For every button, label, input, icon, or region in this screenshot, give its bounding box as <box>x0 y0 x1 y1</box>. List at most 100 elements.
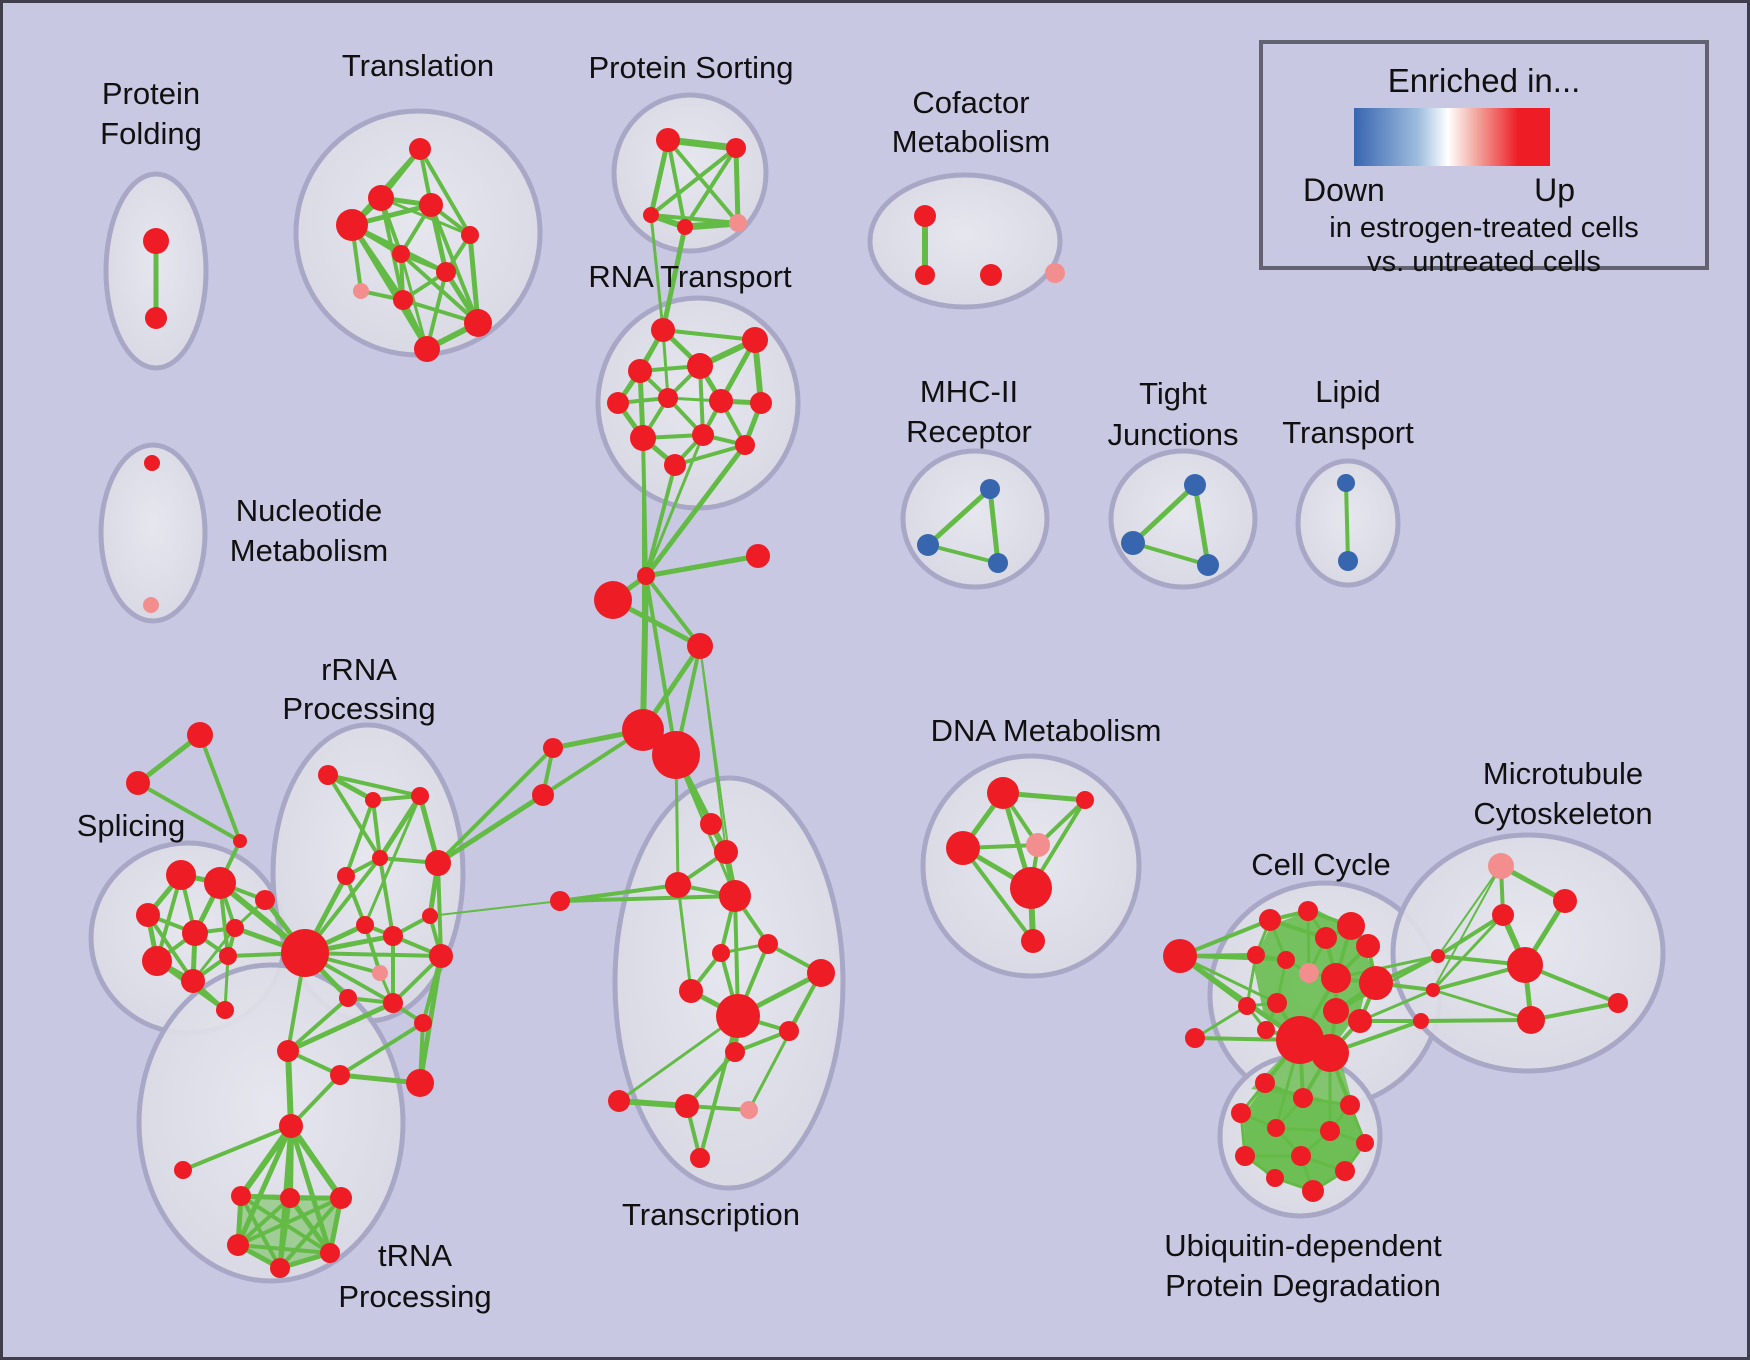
node-ps3 <box>643 207 659 223</box>
edge <box>326 773 422 798</box>
node-l1 <box>543 738 563 758</box>
cluster-label-protein-sorting: Protein Sorting <box>588 50 793 85</box>
node-cc2 <box>1298 901 1318 921</box>
node-r2 <box>365 792 381 808</box>
node-tr4 <box>719 880 751 912</box>
edge <box>644 574 678 757</box>
node-cf2 <box>915 265 935 285</box>
edge <box>288 1123 333 1256</box>
node-c4 <box>687 633 713 659</box>
edge <box>643 553 761 579</box>
edge <box>1178 954 1279 1005</box>
node-tr11 <box>725 1042 745 1062</box>
cluster-label-cell-cycle: Cell Cycle <box>1251 847 1391 882</box>
node-tri2 <box>126 771 150 795</box>
cluster-label-rna-transport: RNA Transport <box>588 259 792 294</box>
node-tr10 <box>779 1021 799 1041</box>
node-b2 <box>330 1065 350 1085</box>
edge <box>1529 1001 1620 1022</box>
cluster-label-protein-folding: Protein Folding <box>100 76 202 151</box>
node-rt2 <box>742 327 768 353</box>
edge <box>378 856 395 938</box>
node-sp7 <box>142 946 172 976</box>
edge <box>1358 988 1435 1023</box>
edge <box>236 1243 332 1255</box>
edge <box>733 145 741 226</box>
cluster-ellipse-mhc-ii-receptor <box>900 448 1050 590</box>
edge <box>685 1050 737 1108</box>
edge <box>278 1196 292 1270</box>
edge <box>1177 953 1303 1043</box>
cluster-label-transcription: Transcription <box>622 1197 800 1232</box>
edge <box>648 137 671 218</box>
edge <box>235 1123 294 1248</box>
edge <box>286 996 350 1053</box>
edge <box>435 792 546 866</box>
edge <box>136 781 242 843</box>
node-c3 <box>594 581 632 619</box>
cluster-labels: Protein Folding Translation Protein Sorting… <box>77 48 1653 1314</box>
node-tn4 <box>280 1188 300 1208</box>
node-r10 <box>429 944 453 968</box>
node-tn6 <box>227 1234 249 1256</box>
node-d6 <box>1021 929 1045 953</box>
edge <box>661 328 757 342</box>
edge <box>377 793 423 861</box>
node-sp8 <box>181 969 205 993</box>
edge <box>1192 482 1211 568</box>
node-cco1 <box>1163 939 1197 973</box>
edge <box>198 733 242 843</box>
node-m3 <box>988 553 1008 573</box>
node-d3 <box>1026 833 1050 857</box>
node-cc10 <box>1359 966 1393 1000</box>
edge <box>617 1014 740 1103</box>
node-h2 <box>652 731 700 779</box>
node-u3 <box>1340 1095 1360 1115</box>
cluster-ellipse-tight-junctions <box>1108 448 1258 590</box>
cluster-label-lipid-transport: Lipid Transport <box>1282 374 1414 450</box>
edge <box>1344 481 1350 563</box>
edge <box>1178 954 1288 962</box>
edge <box>747 971 823 1112</box>
edge <box>1131 541 1210 567</box>
node-t3 <box>419 193 443 217</box>
node-h1 <box>622 709 664 751</box>
node-t8 <box>353 283 369 299</box>
node-rt3 <box>628 359 652 383</box>
node-tr7 <box>807 959 835 987</box>
node-rt11 <box>735 435 755 455</box>
node-rt1 <box>651 318 675 342</box>
node-ps5 <box>729 214 747 232</box>
node-ps2 <box>726 138 746 158</box>
edge <box>1436 913 1505 958</box>
edge <box>338 1021 425 1077</box>
node-u7 <box>1356 1134 1374 1152</box>
cluster-label-tight-junctions: Tight Junctions <box>1108 376 1239 452</box>
node-tri3 <box>233 834 247 848</box>
edge <box>926 543 1000 565</box>
nodes <box>126 128 1628 1278</box>
cluster-ellipse-nucleotide-metabolism <box>98 442 208 624</box>
node-cc12 <box>1267 993 1287 1013</box>
node-cc1 <box>1259 909 1281 931</box>
node-t10 <box>464 309 492 337</box>
edge <box>285 1000 396 1054</box>
edge <box>649 213 665 332</box>
node-sp2 <box>204 867 236 899</box>
node-ps1 <box>656 128 680 152</box>
node-tn3 <box>231 1186 251 1206</box>
node-c1 <box>637 567 655 585</box>
edge <box>285 1048 294 1129</box>
edge <box>287 1195 333 1256</box>
edge <box>961 846 1035 943</box>
node-rt6 <box>658 388 678 408</box>
cluster-label-trna-processing: tRNA Processing <box>338 1238 491 1314</box>
node-u11 <box>1266 1169 1284 1187</box>
edge <box>1437 865 1502 957</box>
node-r13 <box>383 993 403 1013</box>
node-r8 <box>383 926 403 946</box>
node-tn7 <box>320 1243 340 1263</box>
node-cc7 <box>1277 951 1295 969</box>
node-u2 <box>1293 1088 1313 1108</box>
